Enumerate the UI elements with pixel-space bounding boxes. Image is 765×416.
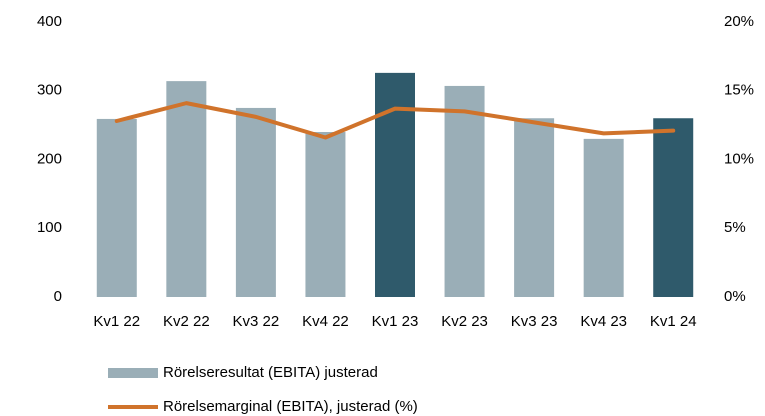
x-tick-label: Kv3 23 [511,313,558,330]
y-tick-label: 0 [54,288,62,305]
bar [305,132,346,297]
x-tick-label: Kv2 23 [441,313,488,330]
y-tick-label: 300 [37,82,62,99]
y2-tick-label: 5% [724,219,746,236]
legend-label: Rörelseresultat (EBITA) justerad [163,364,378,381]
x-tick-label: Kv1 22 [93,313,140,330]
x-tick-label: Kv1 23 [372,313,419,330]
y-tick-label: 400 [37,13,62,30]
line [114,101,676,140]
bar [653,118,694,297]
x-tick-label: Kv4 22 [302,313,349,330]
x-tick-label: Kv2 22 [163,313,210,330]
bar [235,107,276,297]
bar [444,85,485,297]
y2-tick-label: 15% [724,82,754,99]
bar [375,72,415,297]
y2-tick-label: 0% [724,288,746,305]
bar [96,118,137,297]
bar [583,138,624,297]
x-tick-label: Kv1 24 [650,313,697,330]
y2-tick-label: 10% [724,150,754,167]
y2-tick-label: 20% [724,13,754,30]
x-tick-label: Kv3 22 [233,313,280,330]
x-tick-label: Kv4 23 [580,313,627,330]
y-tick-label: 200 [37,150,62,167]
legend-swatch [108,368,158,378]
bar [166,81,207,297]
bar [514,118,555,297]
legend-label: Rörelsemarginal (EBITA), justerad (%) [163,398,418,415]
y-tick-label: 100 [37,219,62,236]
